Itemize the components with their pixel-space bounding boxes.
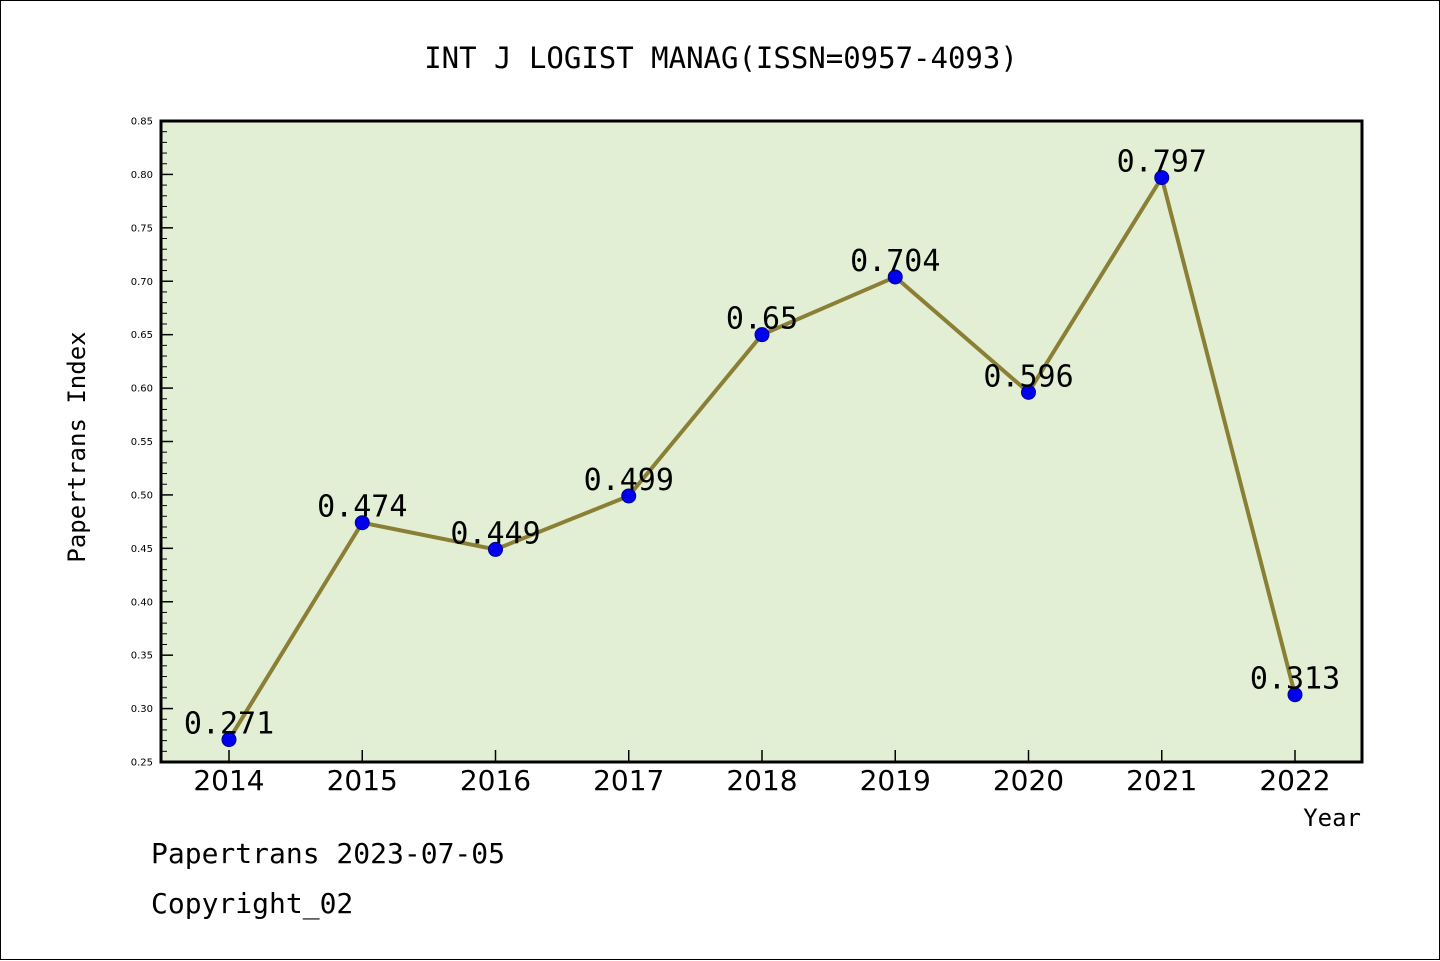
data-label: 0.313 (1250, 662, 1340, 697)
data-label: 0.797 (1117, 145, 1207, 180)
footer-copyright-line: Copyright_02 (151, 887, 354, 920)
y-tick-label: 0.70 (131, 277, 153, 288)
y-tick-label: 0.75 (131, 223, 153, 234)
x-tick-label: 2021 (1126, 764, 1197, 797)
y-tick-label: 0.55 (131, 437, 153, 448)
x-axis: 2014 2015 2016 2017 2018 2019 2020 2021 2022 (193, 750, 1331, 797)
data-point (354, 515, 370, 531)
y-tick-label: 0.65 (131, 330, 153, 341)
y-axis-label: Papertrans Index (63, 331, 91, 562)
data-label: 0.65 (726, 302, 798, 337)
footer-date-line: Papertrans 2023-07-05 (151, 837, 506, 870)
data-label: 0.596 (983, 359, 1073, 394)
x-tick-label: 2016 (460, 764, 531, 797)
x-tick-label: 2017 (593, 764, 664, 797)
data-label: 0.704 (850, 244, 940, 279)
data-label: 0.449 (450, 516, 540, 551)
y-tick-label: 0.50 (131, 490, 153, 501)
plot-area (159, 119, 1364, 764)
y-tick-label: 0.45 (131, 544, 153, 555)
data-point (1287, 687, 1303, 703)
data-point (621, 488, 637, 504)
y-tick-label: 0.25 (131, 758, 153, 769)
marker-group (221, 170, 1303, 748)
data-point (1021, 384, 1036, 400)
chart-title: INT J LOGIST MANAG(ISSN=0957-4093) (424, 41, 1018, 75)
x-tick-label: 2019 (860, 764, 931, 797)
y-axis: 0.25 0.30 0.35 0.40 0.45 0.50 0.55 0.60 0.65 0.70… (131, 117, 173, 769)
x-axis-label: Year (1303, 804, 1361, 832)
y-tick-label: 0.85 (131, 117, 153, 128)
data-label: 0.499 (584, 463, 674, 498)
data-point (887, 269, 903, 285)
y-tick-label: 0.35 (131, 651, 153, 662)
y-tick-label: 0.60 (131, 384, 153, 395)
x-tick-label: 2020 (993, 764, 1064, 797)
x-tick-label: 2015 (327, 764, 398, 797)
data-point (754, 327, 770, 343)
y-tick-label: 0.40 (131, 597, 153, 608)
x-tick-label: 2018 (726, 764, 797, 797)
data-label: 0.474 (317, 490, 407, 525)
x-tick-label: 2014 (193, 764, 264, 797)
data-point (488, 541, 503, 557)
y-tick-label: 0.30 (131, 704, 153, 715)
data-point (221, 732, 237, 748)
x-tick-label: 2022 (1259, 764, 1330, 797)
data-label-group: 0.271 0.474 0.449 0.499 0.65 0.704 0.596 0.797 0… (184, 145, 1340, 742)
data-point (1154, 170, 1170, 186)
data-label: 0.271 (184, 707, 274, 742)
y-tick-label: 0.80 (131, 170, 153, 181)
